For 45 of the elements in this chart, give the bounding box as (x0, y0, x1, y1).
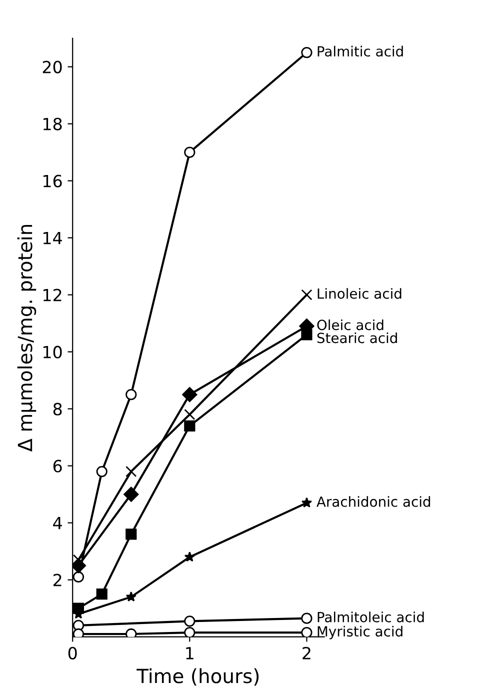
point (184, 408, 196, 420)
y-tick-label: 20 (42, 60, 62, 74)
point (126, 628, 137, 637)
point (126, 466, 137, 478)
point (124, 486, 139, 502)
point (184, 551, 195, 562)
y-tick-label: 6 (53, 460, 62, 472)
point (184, 616, 196, 627)
y-tick-label: 14 (44, 232, 62, 244)
point (126, 389, 137, 400)
point (72, 628, 84, 637)
point (184, 146, 196, 158)
series-label: Myristic acid (318, 626, 402, 640)
point (301, 612, 312, 624)
y-tick-label: 12 (44, 288, 62, 302)
point (301, 497, 312, 508)
y-tick-label: 4 (53, 517, 62, 530)
x-tick-label: 2 (302, 646, 310, 660)
series-label: Arachidonic acid (316, 496, 430, 507)
point (182, 386, 198, 402)
point (184, 420, 196, 432)
x-axis-title: Time (hours) (136, 668, 259, 686)
point (301, 329, 312, 340)
series-label: Linoleic acid (318, 288, 402, 299)
point (96, 466, 108, 478)
y-tick-label: 2 (53, 574, 62, 586)
series-label: Oleic acid (317, 319, 384, 330)
series-label: Palmitoleic acid (318, 612, 424, 622)
series-label: Stearic acid (317, 332, 397, 344)
y-tick-label: 16 (44, 174, 62, 188)
point (126, 591, 136, 602)
y-tick-label: 10 (44, 346, 62, 358)
series-label: Palmitic acid (318, 46, 403, 57)
y-axis-title: Δ mμmoles/mg. protein (17, 224, 36, 452)
point (184, 627, 196, 637)
point (126, 528, 137, 540)
point (96, 588, 108, 600)
point (301, 46, 312, 58)
x-tick-label: 1 (186, 647, 194, 660)
point (301, 627, 312, 637)
x-tick-label: 0 (68, 646, 77, 660)
point (301, 289, 312, 300)
point (72, 571, 84, 583)
y-tick-label: 18 (44, 118, 62, 130)
y-tick-label: 8 (53, 402, 62, 416)
